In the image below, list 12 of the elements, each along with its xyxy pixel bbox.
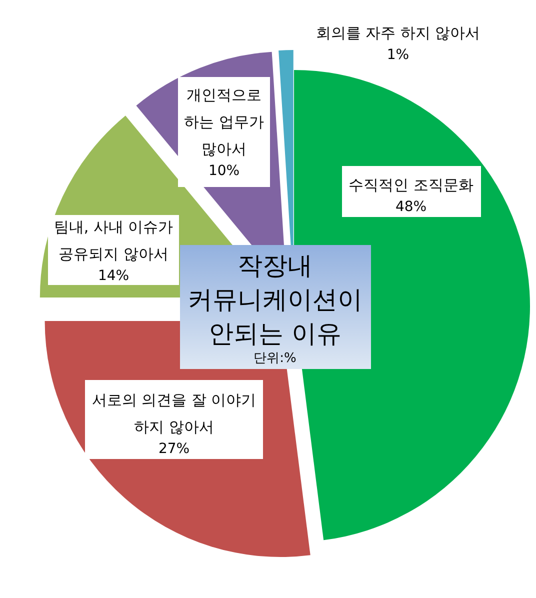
data-label: 10% [208, 163, 240, 179]
data-label: 48% [395, 199, 427, 215]
slice-label: 팀내, 사내 이슈가 공유되지 않아서 [54, 218, 174, 263]
slice-label: 서로의 의견을 잘 이야기 하지 않아서 [92, 391, 256, 436]
data-label: 1% [386, 47, 410, 63]
slice-label: 회의를 자주 하지 않아서 [316, 24, 480, 42]
slice-label: 개인적으로 하는 업무가 많아서 [184, 86, 264, 158]
data-label: 27% [158, 441, 190, 457]
text: 단위:% [254, 351, 296, 366]
data-label: 14% [98, 268, 130, 284]
text: 작장내 커뮤니케이션이 안되는 이유 [188, 251, 362, 348]
slice-label: 수직적인 조직문화 [348, 176, 474, 194]
